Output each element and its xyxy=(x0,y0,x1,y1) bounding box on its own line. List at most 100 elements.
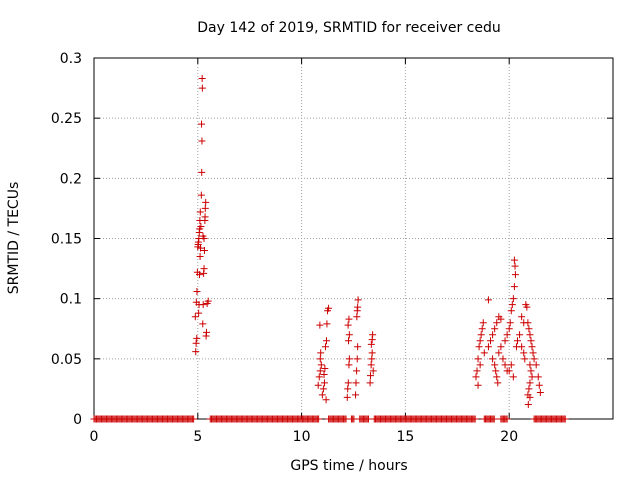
data-point xyxy=(534,373,542,381)
data-point xyxy=(195,309,203,317)
data-point xyxy=(201,204,209,212)
data-point xyxy=(530,355,538,363)
data-point xyxy=(322,396,330,404)
data-point xyxy=(518,313,526,321)
data-point xyxy=(368,355,376,363)
data-point xyxy=(507,307,515,315)
data-point xyxy=(503,367,511,375)
data-point xyxy=(510,283,518,291)
data-point xyxy=(198,84,206,92)
data-point xyxy=(491,325,499,333)
data-point xyxy=(344,321,352,329)
y-tick-label: 0.15 xyxy=(51,232,82,248)
data-point xyxy=(367,361,375,369)
data-point xyxy=(200,265,208,273)
y-tick-label: 0.1 xyxy=(60,292,82,308)
data-point xyxy=(528,343,536,351)
data-point xyxy=(473,367,481,375)
data-point xyxy=(520,319,528,327)
data-point xyxy=(509,295,517,303)
data-point xyxy=(475,343,483,351)
data-point xyxy=(315,373,323,381)
data-point xyxy=(344,379,352,387)
data-point xyxy=(195,271,203,279)
data-point xyxy=(471,415,479,423)
data-point xyxy=(501,337,509,345)
data-point xyxy=(321,364,329,372)
data-points xyxy=(90,74,569,423)
data-point xyxy=(521,355,529,363)
data-point xyxy=(315,415,323,423)
data-point xyxy=(198,74,206,82)
data-point xyxy=(353,367,361,375)
data-point xyxy=(190,415,198,423)
chart-title: Day 142 of 2019, SRMTID for receiver ced… xyxy=(197,20,500,36)
data-point xyxy=(561,415,569,423)
data-point xyxy=(528,373,536,381)
data-point xyxy=(489,331,497,339)
data-point xyxy=(508,301,516,309)
y-tick-label: 0.3 xyxy=(60,51,82,67)
data-point xyxy=(316,367,324,375)
data-point xyxy=(478,325,486,333)
data-point xyxy=(497,343,505,351)
data-point xyxy=(493,319,501,327)
data-point xyxy=(367,372,375,380)
data-point xyxy=(526,331,534,339)
data-point xyxy=(476,337,484,345)
data-point xyxy=(192,339,200,347)
data-point xyxy=(511,271,519,279)
data-point xyxy=(196,244,204,252)
data-point xyxy=(532,361,540,369)
data-point xyxy=(353,355,361,363)
data-point xyxy=(479,319,487,327)
y-axis-label: SRMTID / TECUs xyxy=(6,182,22,295)
x-axis-label: GPS time / hours xyxy=(290,458,407,474)
data-point xyxy=(345,315,353,323)
data-point xyxy=(316,321,324,329)
data-point xyxy=(489,355,497,363)
data-point xyxy=(527,337,535,345)
x-tick-label: 0 xyxy=(90,429,99,445)
data-point xyxy=(524,401,532,409)
data-point xyxy=(345,331,353,339)
data-point xyxy=(510,256,518,264)
y-tick-label: 0.05 xyxy=(51,352,82,368)
data-point xyxy=(199,320,207,328)
data-point xyxy=(200,247,208,255)
data-point xyxy=(323,320,331,328)
data-point xyxy=(535,381,543,389)
data-point xyxy=(506,319,514,327)
data-point xyxy=(514,337,522,345)
data-point xyxy=(520,349,528,357)
data-point xyxy=(202,198,210,206)
data-point xyxy=(192,348,200,356)
data-point xyxy=(484,296,492,304)
data-point xyxy=(494,379,502,387)
data-point xyxy=(527,367,535,375)
tick-labels: 0 5 10 15 20 0 0.05 0.1 0.15 0.2 0.25 0.3 xyxy=(51,51,518,445)
data-point xyxy=(199,301,207,309)
data-point xyxy=(352,391,360,399)
data-point xyxy=(320,379,328,387)
data-point xyxy=(369,367,377,375)
data-point xyxy=(201,213,209,221)
data-point xyxy=(525,325,533,333)
data-point xyxy=(484,343,492,351)
data-point xyxy=(191,313,199,321)
data-point xyxy=(367,340,375,348)
x-tick-label: 15 xyxy=(396,429,414,445)
data-point xyxy=(317,361,325,369)
y-tick-label: 0.25 xyxy=(51,111,82,127)
data-point xyxy=(345,355,353,363)
data-point xyxy=(529,349,537,357)
data-point xyxy=(509,373,517,381)
data-point xyxy=(493,373,501,381)
y-tick-label: 0.2 xyxy=(60,171,82,187)
data-point xyxy=(198,168,206,176)
data-point xyxy=(501,361,509,369)
data-point xyxy=(352,379,360,387)
data-point xyxy=(354,343,362,351)
data-point xyxy=(321,343,329,351)
data-point xyxy=(317,349,325,357)
